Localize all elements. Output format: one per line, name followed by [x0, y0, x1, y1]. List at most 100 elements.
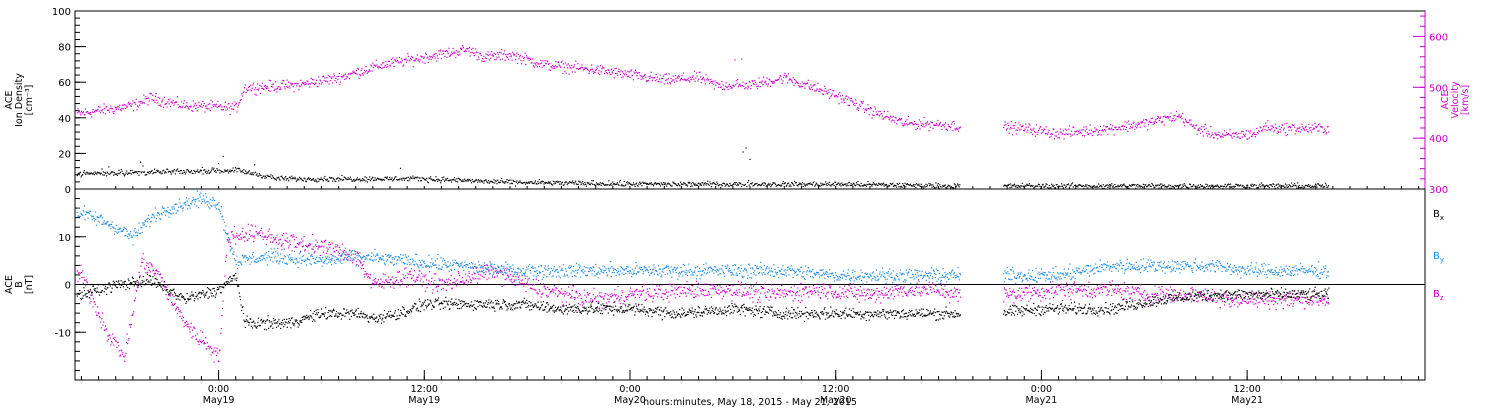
- bz-series-point: [398, 282, 399, 283]
- density-series-point: [202, 167, 203, 168]
- density-series-point: [807, 185, 808, 186]
- velocity-series-point: [628, 76, 629, 77]
- velocity-series-point: [260, 93, 261, 94]
- density-series-point: [262, 177, 263, 178]
- density-series-point: [956, 185, 957, 186]
- density-series-point: [1010, 184, 1011, 185]
- bz-series-point: [862, 292, 863, 293]
- velocity-series-point: [725, 82, 726, 83]
- density-series-point: [114, 172, 115, 173]
- density-series-point: [230, 170, 231, 171]
- velocity-series-point: [888, 117, 889, 118]
- density-series-point: [113, 175, 114, 176]
- bz-series-point: [249, 234, 250, 235]
- bz-series-point: [355, 257, 356, 258]
- velocity-series-point: [824, 86, 825, 87]
- density-series-point: [1073, 186, 1074, 187]
- bz-series-point: [529, 284, 530, 285]
- velocity-series-point: [489, 59, 490, 60]
- density-series-point: [1222, 186, 1223, 187]
- velocity-series-point: [355, 73, 356, 74]
- density-series-point: [1087, 184, 1088, 185]
- bz-series-point: [542, 293, 543, 294]
- bz-series-point: [434, 280, 435, 281]
- bz-series-point: [251, 224, 252, 225]
- velocity-series-point: [112, 111, 113, 112]
- velocity-series-point: [1240, 138, 1241, 139]
- density-series-point: [500, 180, 501, 181]
- density-series-point: [1151, 186, 1152, 187]
- density-series-point: [384, 180, 385, 181]
- velocity-series-point: [217, 101, 218, 102]
- velocity-series-point: [1071, 131, 1072, 132]
- density-series-point: [317, 181, 318, 182]
- velocity-series-point: [172, 103, 173, 104]
- bz-series-point: [433, 289, 434, 290]
- density-series-point: [1252, 184, 1253, 185]
- velocity-series-point: [1064, 138, 1065, 139]
- velocity-series-point: [1122, 125, 1123, 126]
- bz-series-point: [328, 244, 329, 245]
- velocity-series-point: [405, 58, 406, 59]
- velocity-series-point: [1081, 129, 1082, 130]
- density-series-point: [1072, 182, 1073, 183]
- density-series-point: [800, 183, 801, 184]
- velocity-series-point: [369, 69, 370, 70]
- velocity-series-point: [407, 59, 408, 60]
- density-series-point: [931, 184, 932, 185]
- velocity-series-point: [459, 51, 460, 52]
- density-series-point: [902, 183, 903, 184]
- velocity-series-point: [819, 88, 820, 89]
- density-series-point: [678, 183, 679, 184]
- velocity-series-point: [1155, 119, 1156, 120]
- density-series-point: [584, 184, 585, 185]
- velocity-series-point: [907, 124, 908, 125]
- bz-series-point: [675, 297, 676, 298]
- density-series-point: [150, 172, 151, 173]
- bz-series-point: [259, 232, 260, 233]
- field-axis-label-line: [nT]: [24, 275, 35, 294]
- velocity-series-point: [155, 96, 156, 97]
- bz-series-point: [586, 297, 587, 298]
- velocity-series-point: [1281, 127, 1282, 128]
- velocity-series-point: [631, 69, 632, 70]
- velocity-series-point: [893, 116, 894, 117]
- bz-series-point: [656, 285, 657, 286]
- velocity-series-point: [1208, 131, 1209, 132]
- density-series-point: [468, 180, 469, 181]
- density-series-point: [749, 185, 750, 186]
- density-series-point: [385, 177, 386, 178]
- velocity-series-point: [204, 103, 205, 104]
- velocity-series-point: [1319, 130, 1320, 131]
- density-series-point: [222, 171, 223, 172]
- density-series-point: [1184, 183, 1185, 184]
- velocity-series-point: [424, 57, 425, 58]
- velocity-series-point: [310, 83, 311, 84]
- bz-series-point: [497, 266, 498, 267]
- density-series-point: [770, 186, 771, 187]
- velocity-series-point: [271, 86, 272, 87]
- bz-series-point: [838, 297, 839, 298]
- density-series-point: [359, 179, 360, 180]
- bz-series-point: [706, 283, 707, 284]
- velocity-series-point: [1271, 128, 1272, 129]
- density-series-point: [1064, 185, 1065, 186]
- velocity-series-point: [195, 108, 196, 109]
- density-series-point: [493, 179, 494, 180]
- velocity-series-point: [108, 110, 109, 111]
- bz-series-point: [759, 297, 760, 298]
- density-series-point: [479, 180, 480, 181]
- velocity-series-point: [654, 77, 655, 78]
- velocity-series-point: [614, 77, 615, 78]
- velocity-series-point: [1064, 134, 1065, 135]
- density-series-point: [826, 183, 827, 184]
- bz-series-point: [324, 241, 325, 242]
- bz-series-point: [717, 285, 718, 286]
- velocity-series-point: [501, 52, 502, 53]
- velocity-series-point: [640, 75, 641, 76]
- bz-series-point: [293, 236, 294, 237]
- velocity-series-point: [693, 75, 694, 76]
- bz-series-point: [89, 303, 90, 304]
- density-series-point: [367, 181, 368, 182]
- density-series-point: [1137, 184, 1138, 185]
